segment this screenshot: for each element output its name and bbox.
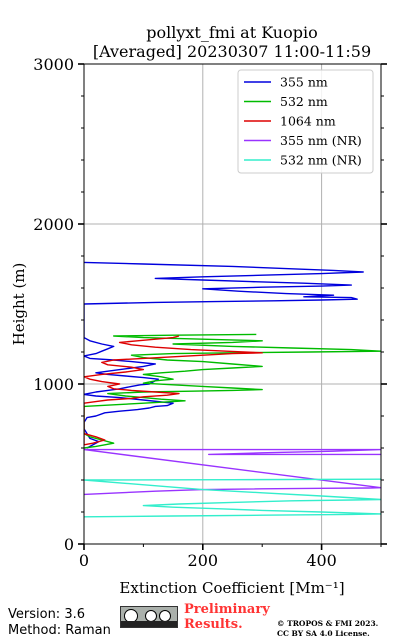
legend: 355 nm 532 nm 1064 nm 355 nm (NR) 532 nm (NR… <box>237 69 374 174</box>
version-info: Version: 3.6 Method: Raman <box>8 607 111 639</box>
axis-ticks: 0 1000 2000 3000 0 200 400 <box>33 55 387 570</box>
series-line-4 <box>84 448 381 496</box>
copyright-line1: © TROPOS & FMI 2023. <box>277 619 379 628</box>
chart-title-line1: pollyxt_fmi at Kuopio <box>146 23 317 42</box>
series-line-2 <box>84 333 381 449</box>
copyright-line2: CC BY SA 4.0 License. <box>277 629 370 638</box>
legend-label: 1064 nm <box>280 114 336 129</box>
x-tick-label: 400 <box>306 551 337 570</box>
extinction-profile-chart: pollyxt_fmi at Kuopio [Averaged] 2023030… <box>10 23 387 597</box>
legend-box <box>237 69 374 174</box>
x-tick-label: 0 <box>79 551 89 570</box>
y-tick-label: 0 <box>64 535 74 554</box>
chart-title-line2: [Averaged] 20230307 11:00-11:59 <box>93 42 371 61</box>
series-line-5 <box>84 478 381 518</box>
preliminary-line1: Preliminary <box>184 602 270 617</box>
y-tick-label: 2000 <box>33 215 74 234</box>
legend-label: 355 nm <box>280 75 328 90</box>
x-tick-label: 200 <box>188 551 219 570</box>
cc-by-sa-logo <box>120 606 178 628</box>
method-text: Method: Raman <box>8 623 111 638</box>
preliminary-line2: Results. <box>184 617 243 632</box>
legend-label: 532 nm <box>280 94 328 109</box>
series-line-1 <box>84 261 364 449</box>
version-text: Version: 3.6 <box>8 607 85 622</box>
x-axis-label: Extinction Coefficient [Mm⁻¹] <box>119 579 344 597</box>
y-axis-label: Height (m) <box>10 263 28 346</box>
legend-label: 355 nm (NR) <box>280 133 362 148</box>
copyright-note: © TROPOS & FMI 2023. CC BY SA 4.0 Licens… <box>277 619 378 639</box>
y-tick-label: 3000 <box>33 55 74 74</box>
series-line-3 <box>84 335 263 446</box>
legend-label: 532 nm (NR) <box>280 153 362 168</box>
y-tick-label: 1000 <box>33 375 74 394</box>
plot-frame <box>83 63 382 545</box>
preliminary-note: Preliminary Results. <box>184 602 270 632</box>
series-lines <box>84 261 381 518</box>
